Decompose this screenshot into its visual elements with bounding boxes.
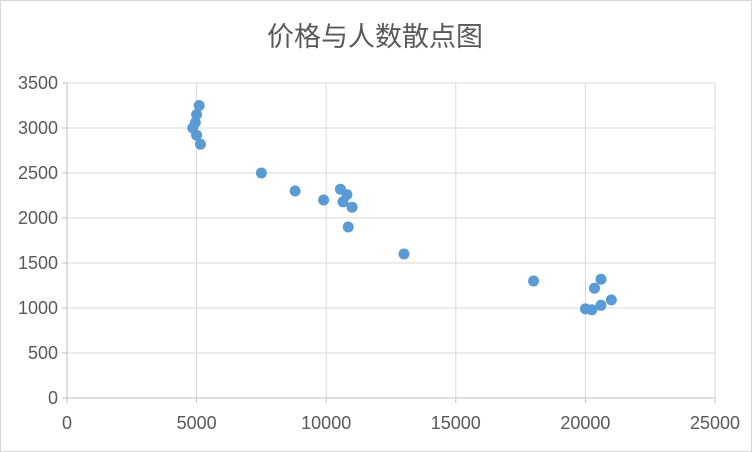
tick-labels-layer: 0 5000 10000 15000 20000 25000 0 500 1000 1500 200…	[18, 73, 740, 433]
data-point	[605, 294, 617, 306]
data-point	[318, 194, 330, 206]
data-point	[193, 100, 205, 111]
x-tick-label: 20000	[560, 413, 610, 433]
y-tick-label: 1000	[18, 298, 58, 318]
y-tick-label: 500	[28, 343, 58, 363]
x-tick-label: 25000	[690, 413, 740, 433]
y-tick-label: 3500	[18, 73, 58, 93]
gridlines-layer	[66, 82, 716, 399]
data-point	[191, 129, 203, 141]
data-point	[346, 201, 358, 213]
x-tick-label: 5000	[177, 413, 217, 433]
x-tick-label: 10000	[301, 413, 351, 433]
data-point	[588, 282, 600, 294]
data-point	[528, 275, 540, 287]
y-tick-label: 0	[48, 388, 58, 408]
data-point	[194, 138, 206, 150]
data-points-layer	[187, 100, 617, 316]
y-tick-label: 2500	[18, 163, 58, 183]
data-point	[398, 248, 410, 260]
data-point	[337, 196, 349, 208]
axes-layer	[62, 82, 716, 403]
y-tick-label: 1500	[18, 253, 58, 273]
data-point	[579, 303, 591, 315]
data-point	[342, 221, 354, 233]
data-point	[595, 299, 607, 311]
x-tick-label: 0	[62, 413, 72, 433]
chart-title: 价格与人数散点图	[267, 22, 483, 52]
y-tick-label: 2000	[18, 208, 58, 228]
data-point	[255, 167, 267, 179]
y-tick-label: 3000	[18, 118, 58, 138]
x-tick-label: 15000	[431, 413, 481, 433]
data-point	[289, 185, 301, 197]
data-point	[595, 273, 607, 285]
data-point	[191, 109, 203, 120]
